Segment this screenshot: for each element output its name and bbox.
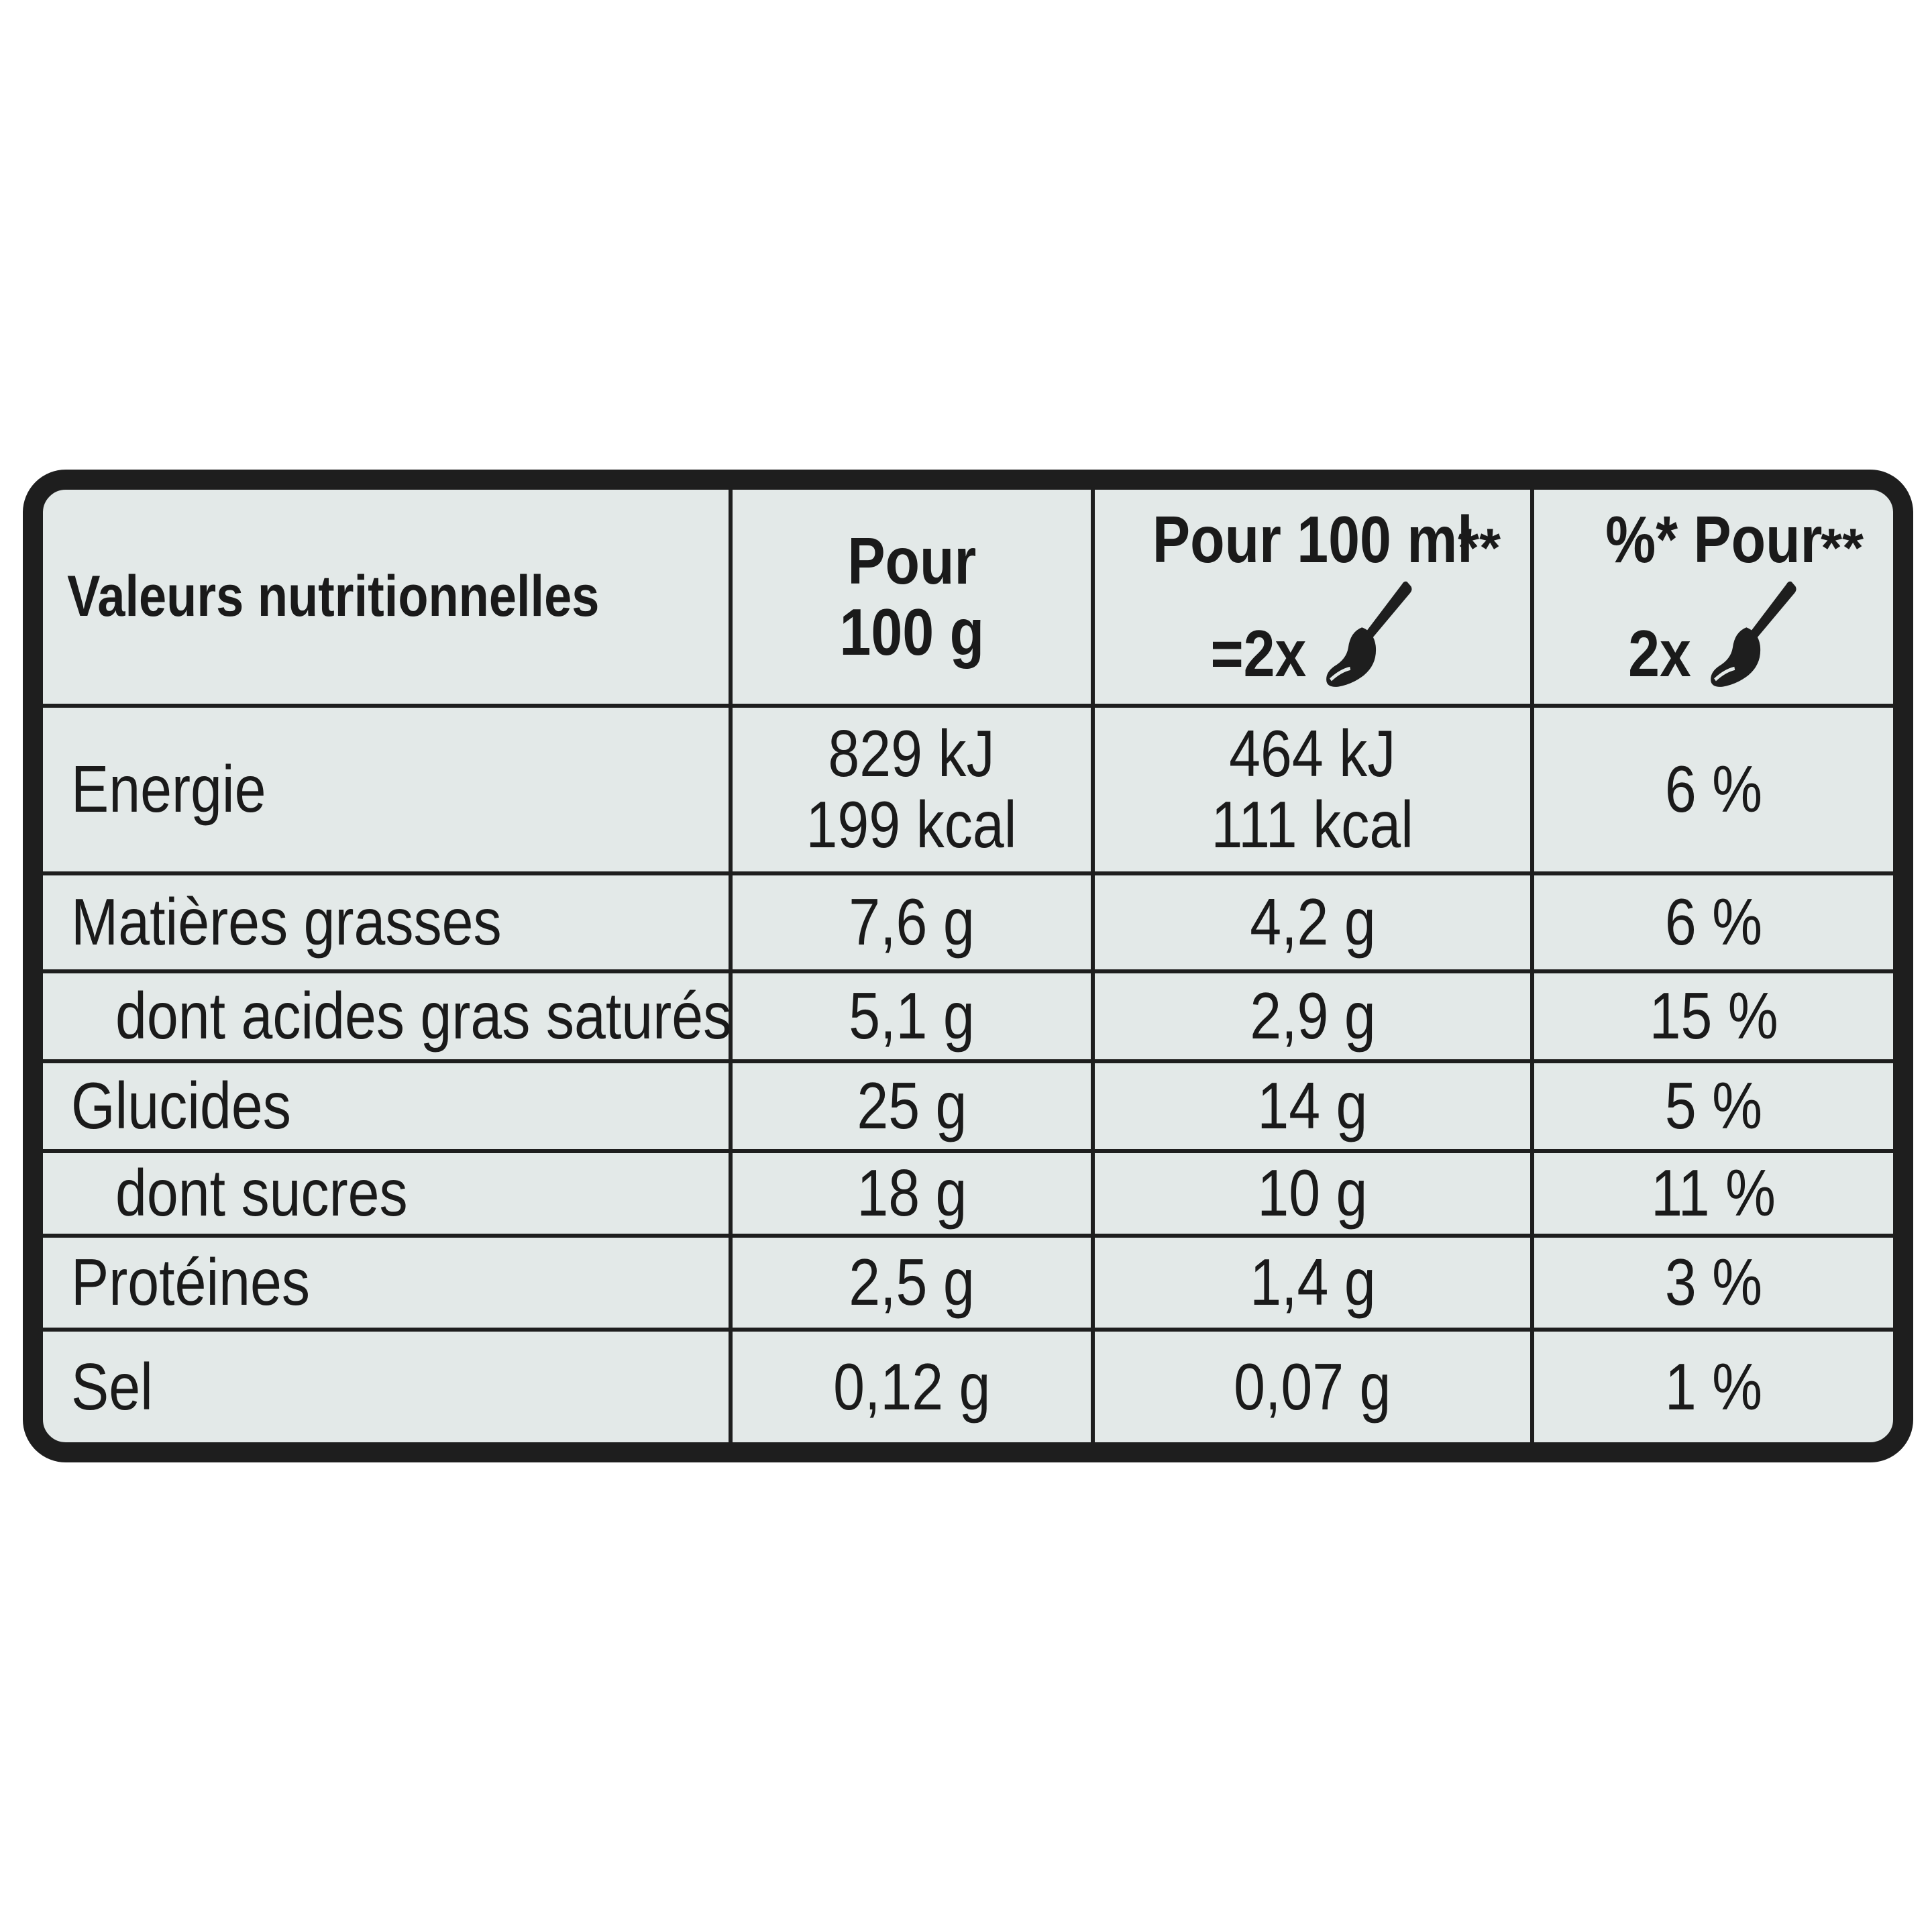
header-per-100g-line1: Pour	[847, 523, 976, 598]
value-per-100g: 5,1 g	[729, 969, 1095, 1063]
value-percent: 1 %	[1530, 1328, 1893, 1442]
value-per-100ml: 4,2 g	[1091, 871, 1534, 973]
table-header-row: Valeurs nutritionnelles Pour 100 g Pour …	[43, 490, 1893, 708]
row-label: Glucides	[43, 1059, 733, 1153]
table-row: dont acides gras saturés 5,1 g 2,9 g 15 …	[43, 969, 1893, 1063]
spoon-icon	[1711, 582, 1796, 688]
value-per-100g: 7,6 g	[729, 871, 1095, 973]
spoon-icon	[1326, 582, 1412, 688]
header-label-cell: Valeurs nutritionnelles	[43, 490, 733, 708]
header-per-100g: Pour 100 g	[729, 490, 1095, 708]
value-per-100g: 25 g	[729, 1059, 1095, 1153]
header-label: Valeurs nutritionnelles	[67, 564, 600, 629]
row-label: Matières grasses	[43, 871, 733, 973]
header-percent-stars: **	[1821, 518, 1864, 579]
row-label: Sel	[43, 1328, 733, 1442]
value-per-100ml: 1,4 g	[1091, 1234, 1534, 1332]
header-percent: %* Pour 2x **	[1530, 490, 1893, 708]
value-percent: 15 %	[1530, 969, 1893, 1063]
value-per-100ml: 2,9 g	[1091, 969, 1534, 1063]
value-percent: 5 %	[1530, 1059, 1893, 1153]
table-row: dont sucres 18 g 10 g 11 %	[43, 1149, 1893, 1238]
value-per-100g: 2,5 g	[729, 1234, 1095, 1332]
table-row: Protéines 2,5 g 1,4 g 3 %	[43, 1234, 1893, 1332]
value-percent: 11 %	[1530, 1149, 1893, 1238]
table-row: Energie 829 kJ 199 kcal 464 kJ 111 kcal 6 …	[43, 704, 1893, 875]
value-per-100ml: 464 kJ 111 kcal	[1091, 704, 1534, 875]
table-row: Sel 0,12 g 0,07 g 1 %	[43, 1328, 1893, 1442]
table-row: Matières grasses 7,6 g 4,2 g 6 %	[43, 871, 1893, 973]
header-per-100ml-stars: **	[1458, 518, 1501, 579]
header-per-100ml-line2: =2x	[1210, 616, 1307, 690]
value-per-100ml: 10 g	[1091, 1149, 1534, 1238]
value-per-100ml: 14 g	[1091, 1059, 1534, 1153]
value-per-100ml: 0,07 g	[1091, 1328, 1534, 1442]
value-percent: 6 %	[1530, 704, 1893, 875]
header-per-100ml-line1: Pour 100 ml	[1152, 502, 1473, 576]
header-percent-line1: %* Pour	[1605, 502, 1823, 576]
value-percent: 6 %	[1530, 871, 1893, 973]
row-label: Energie	[43, 704, 733, 875]
header-percent-line2: 2x	[1627, 616, 1691, 690]
value-per-100g: 0,12 g	[729, 1328, 1095, 1442]
value-per-100g: 829 kJ 199 kcal	[729, 704, 1095, 875]
row-label: Protéines	[43, 1234, 733, 1332]
nutrition-facts-panel: Valeurs nutritionnelles Pour 100 g Pour …	[23, 470, 1913, 1462]
header-per-100ml: Pour 100 ml =2x **	[1091, 490, 1534, 708]
row-label: dont sucres	[43, 1149, 733, 1238]
value-percent: 3 %	[1530, 1234, 1893, 1332]
table-row: Glucides 25 g 14 g 5 %	[43, 1059, 1893, 1153]
value-per-100g: 18 g	[729, 1149, 1095, 1238]
row-label: dont acides gras saturés	[43, 969, 733, 1063]
header-per-100g-line2: 100 g	[839, 594, 984, 669]
nutrition-table: Valeurs nutritionnelles Pour 100 g Pour …	[43, 490, 1893, 1442]
